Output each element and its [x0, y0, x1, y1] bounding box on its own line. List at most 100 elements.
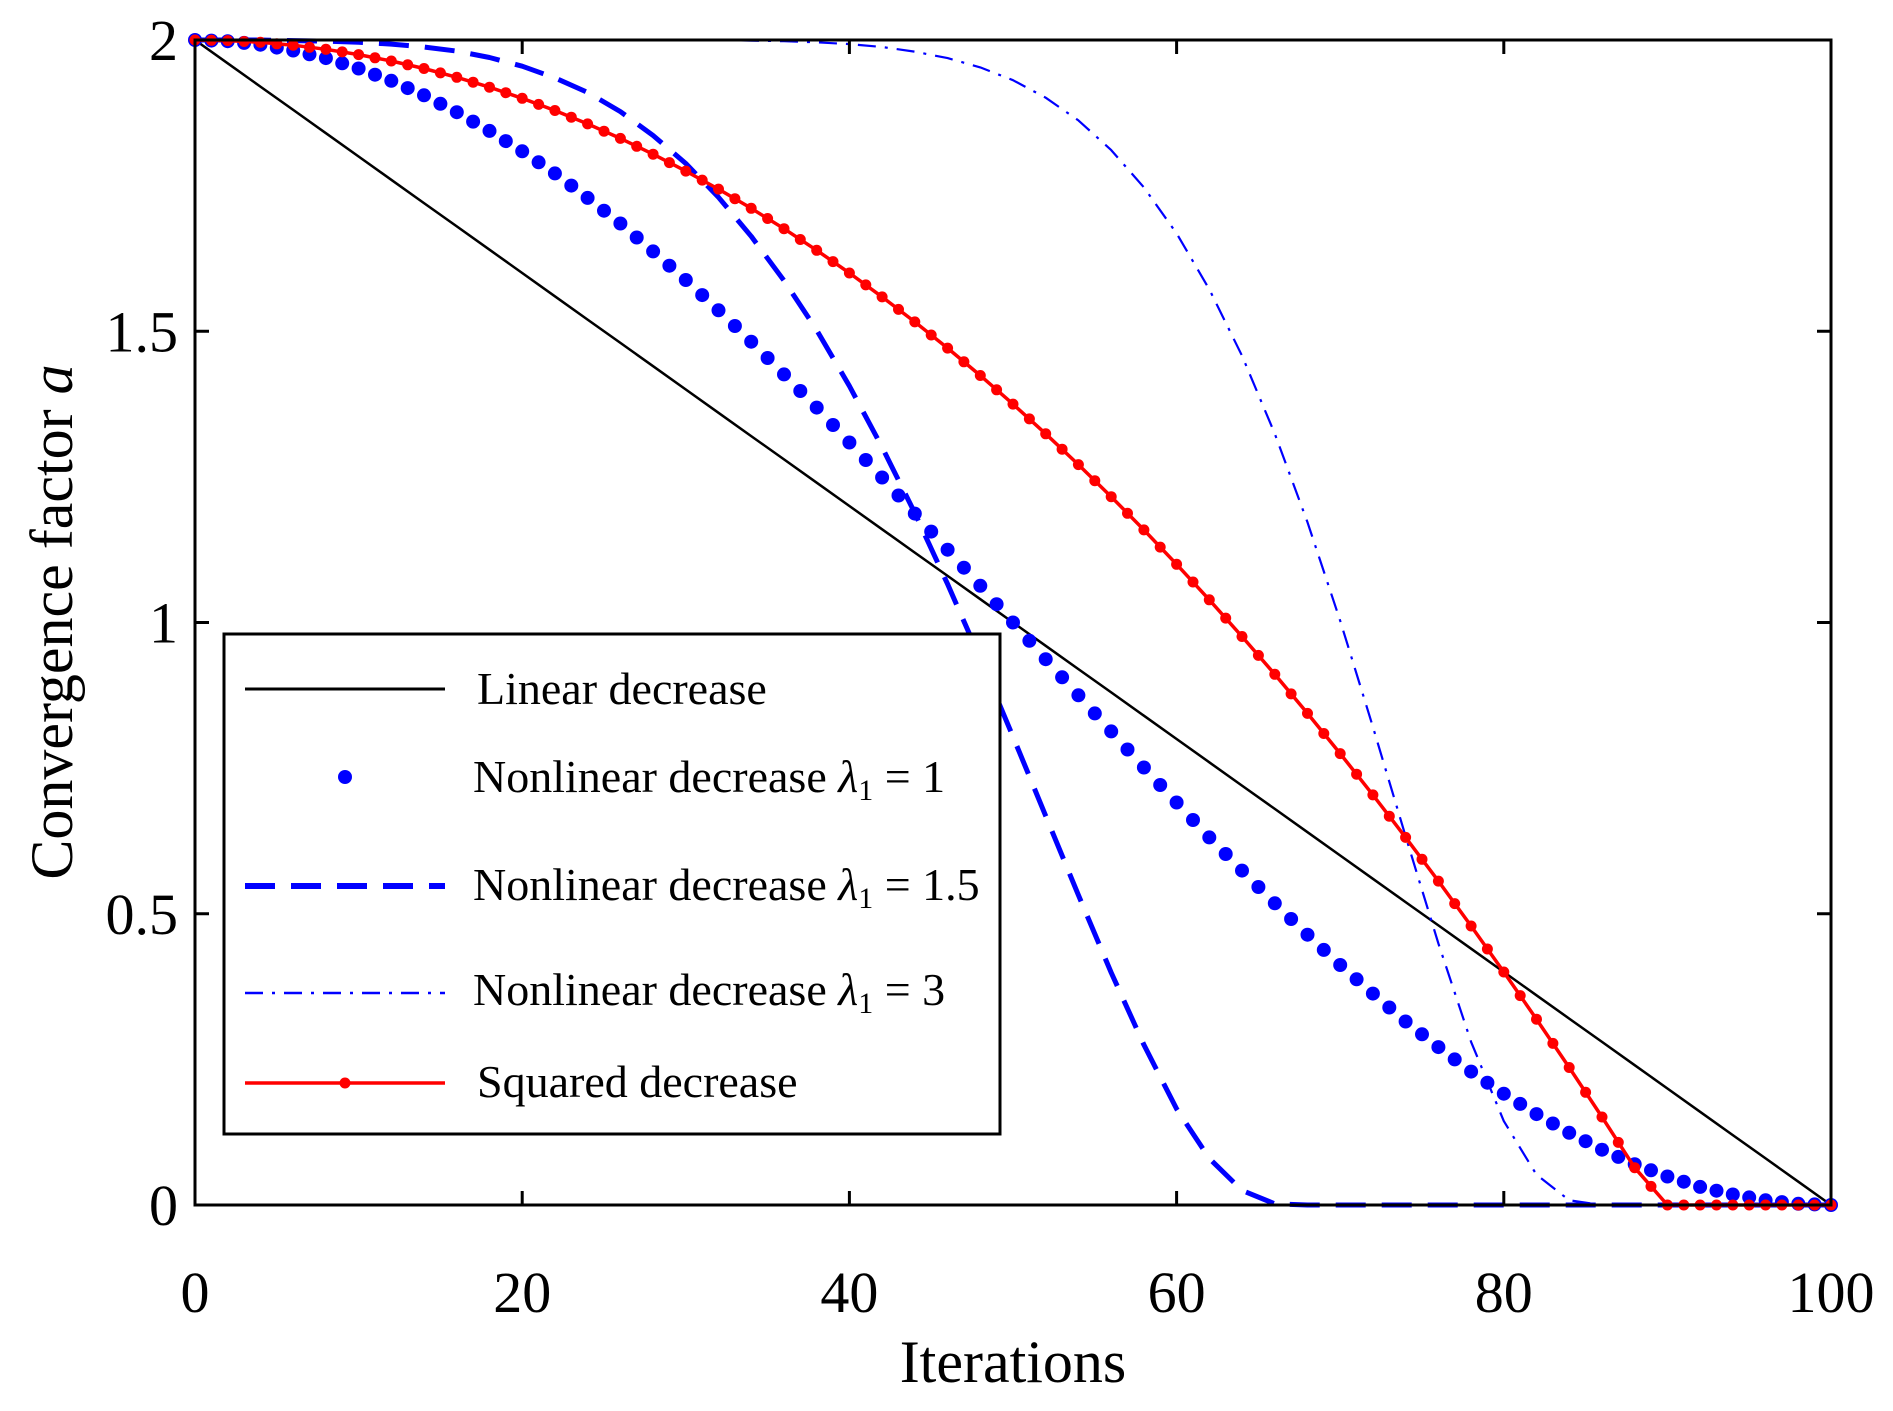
series-4-marker: [353, 49, 365, 61]
y-axis-label-main: Convergence factor: [19, 394, 85, 879]
legend-label-nonlinear-1-5: Nonlinear decrease λ1 = 1.5: [473, 859, 980, 915]
series-4-marker: [500, 87, 512, 99]
series-4-marker: [1236, 631, 1248, 642]
series-4-marker: [876, 291, 888, 303]
series-4-marker: [696, 174, 708, 186]
legend-item-nonlinear-1-5: Nonlinear decrease λ1 = 1.5: [245, 859, 980, 915]
series-4-marker: [1302, 707, 1313, 719]
series-4-marker: [729, 193, 741, 205]
series-4-marker: [287, 39, 299, 51]
y-tick-label: 0.5: [106, 882, 179, 947]
legend-item-nonlinear-1: Nonlinear decrease λ1 = 1: [338, 751, 945, 807]
series-1-point: [531, 155, 546, 170]
legend-label-nonlinear-1-text: Nonlinear decrease: [473, 751, 838, 802]
series-1-point: [1660, 1169, 1675, 1184]
series-4-marker: [1269, 668, 1281, 680]
legend-label-squared: Squared decrease: [477, 1056, 798, 1107]
series-4-marker: [533, 98, 545, 110]
series-1-point: [842, 435, 857, 450]
series-4-marker: [320, 43, 332, 55]
series-4-marker: [1334, 748, 1346, 760]
series-1-point: [1611, 1149, 1626, 1164]
series-1-point: [1693, 1179, 1708, 1194]
series-1-point: [515, 144, 530, 159]
legend-label-nonlinear-1-5-sub: 1: [858, 882, 873, 915]
series-1-point: [384, 73, 399, 88]
series-4-marker: [484, 81, 495, 93]
x-tick-label: 100: [1788, 1260, 1875, 1325]
x-tick-label: 80: [1475, 1260, 1533, 1325]
legend: Linear decrease Nonlinear decrease λ1 = …: [222, 632, 1002, 1136]
series-1-point: [1725, 1187, 1740, 1202]
series-1-point: [1595, 1142, 1609, 1157]
legend-label-nonlinear-1-5-value: = 1.5: [873, 859, 979, 910]
series-1-point: [1153, 778, 1168, 792]
legend-label-nonlinear-1-5-lambda: λ: [836, 859, 858, 910]
series-4-marker: [647, 148, 659, 160]
series-1-point: [1038, 652, 1053, 667]
series-1-point: [482, 123, 497, 138]
x-tick-label: 0: [181, 1260, 210, 1325]
legend-label-nonlinear-1-value: = 1: [873, 751, 945, 802]
series-1-point: [466, 114, 481, 129]
series-4-marker: [1089, 475, 1101, 487]
series-1-point: [1676, 1174, 1691, 1189]
series-1-point: [1169, 795, 1184, 810]
series-1-point: [744, 334, 759, 349]
series-1-point: [564, 178, 579, 193]
series-4-marker: [304, 41, 315, 53]
series-4-marker: [1023, 413, 1035, 425]
series-3: [195, 38, 1831, 1207]
legend-swatch-nonlinear-1: [338, 770, 352, 784]
series-4-marker: [1138, 524, 1150, 536]
y-axis-label-variable: a: [19, 364, 85, 394]
series-4-marker: [843, 267, 855, 279]
series-1-point: [433, 96, 448, 111]
series-4-marker: [1645, 1180, 1657, 1192]
series-4-marker: [893, 303, 904, 315]
series-1-point: [1218, 847, 1233, 861]
series-4-marker: [663, 157, 675, 169]
series-1-point: [760, 351, 775, 365]
series-1-point: [1496, 1086, 1511, 1101]
series-4-marker: [909, 316, 921, 328]
series-1-point: [1578, 1134, 1593, 1149]
x-tick-label: 20: [493, 1260, 551, 1325]
series-4-marker: [1220, 612, 1232, 624]
x-tick-label: 60: [1148, 1260, 1206, 1325]
series-4-marker: [467, 76, 479, 88]
series-1-point: [1513, 1096, 1528, 1111]
series-4-marker: [1596, 1111, 1608, 1123]
series-1-point: [1267, 896, 1282, 911]
series-1-point: [973, 578, 988, 593]
legend-label-nonlinear-3-text: Nonlinear decrease: [473, 964, 838, 1015]
series-4-marker: [1612, 1136, 1624, 1148]
legend-label-nonlinear-3: Nonlinear decrease λ1 = 3: [473, 964, 945, 1020]
series-4-marker: [1383, 810, 1395, 822]
series-4-marker: [762, 213, 774, 224]
series-1-point: [809, 400, 824, 415]
series-4-marker: [1449, 898, 1461, 910]
series-1-point: [875, 470, 890, 485]
series-4-marker: [1367, 789, 1379, 801]
series-4-marker: [991, 384, 1003, 396]
series-4-marker: [958, 356, 970, 368]
series-1-point: [1087, 706, 1102, 721]
series-1-point: [1529, 1107, 1544, 1122]
series-1-point: [1415, 1027, 1429, 1042]
series-1-point: [629, 230, 644, 245]
series-4-marker: [1629, 1162, 1641, 1174]
legend-label-nonlinear-3-lambda: λ: [836, 964, 858, 1015]
series-4-marker: [402, 59, 414, 71]
series-4-marker: [1252, 649, 1264, 661]
series-1-point: [793, 384, 808, 398]
series-4-marker: [1563, 1062, 1575, 1073]
series-4-marker: [1318, 728, 1330, 739]
series-1-point: [1382, 1000, 1397, 1015]
series-4-marker: [1531, 1013, 1542, 1025]
series-4-marker: [614, 132, 626, 144]
series-1-point: [1349, 972, 1364, 987]
series-1-point: [1562, 1125, 1577, 1140]
series-1-point: [368, 67, 382, 82]
